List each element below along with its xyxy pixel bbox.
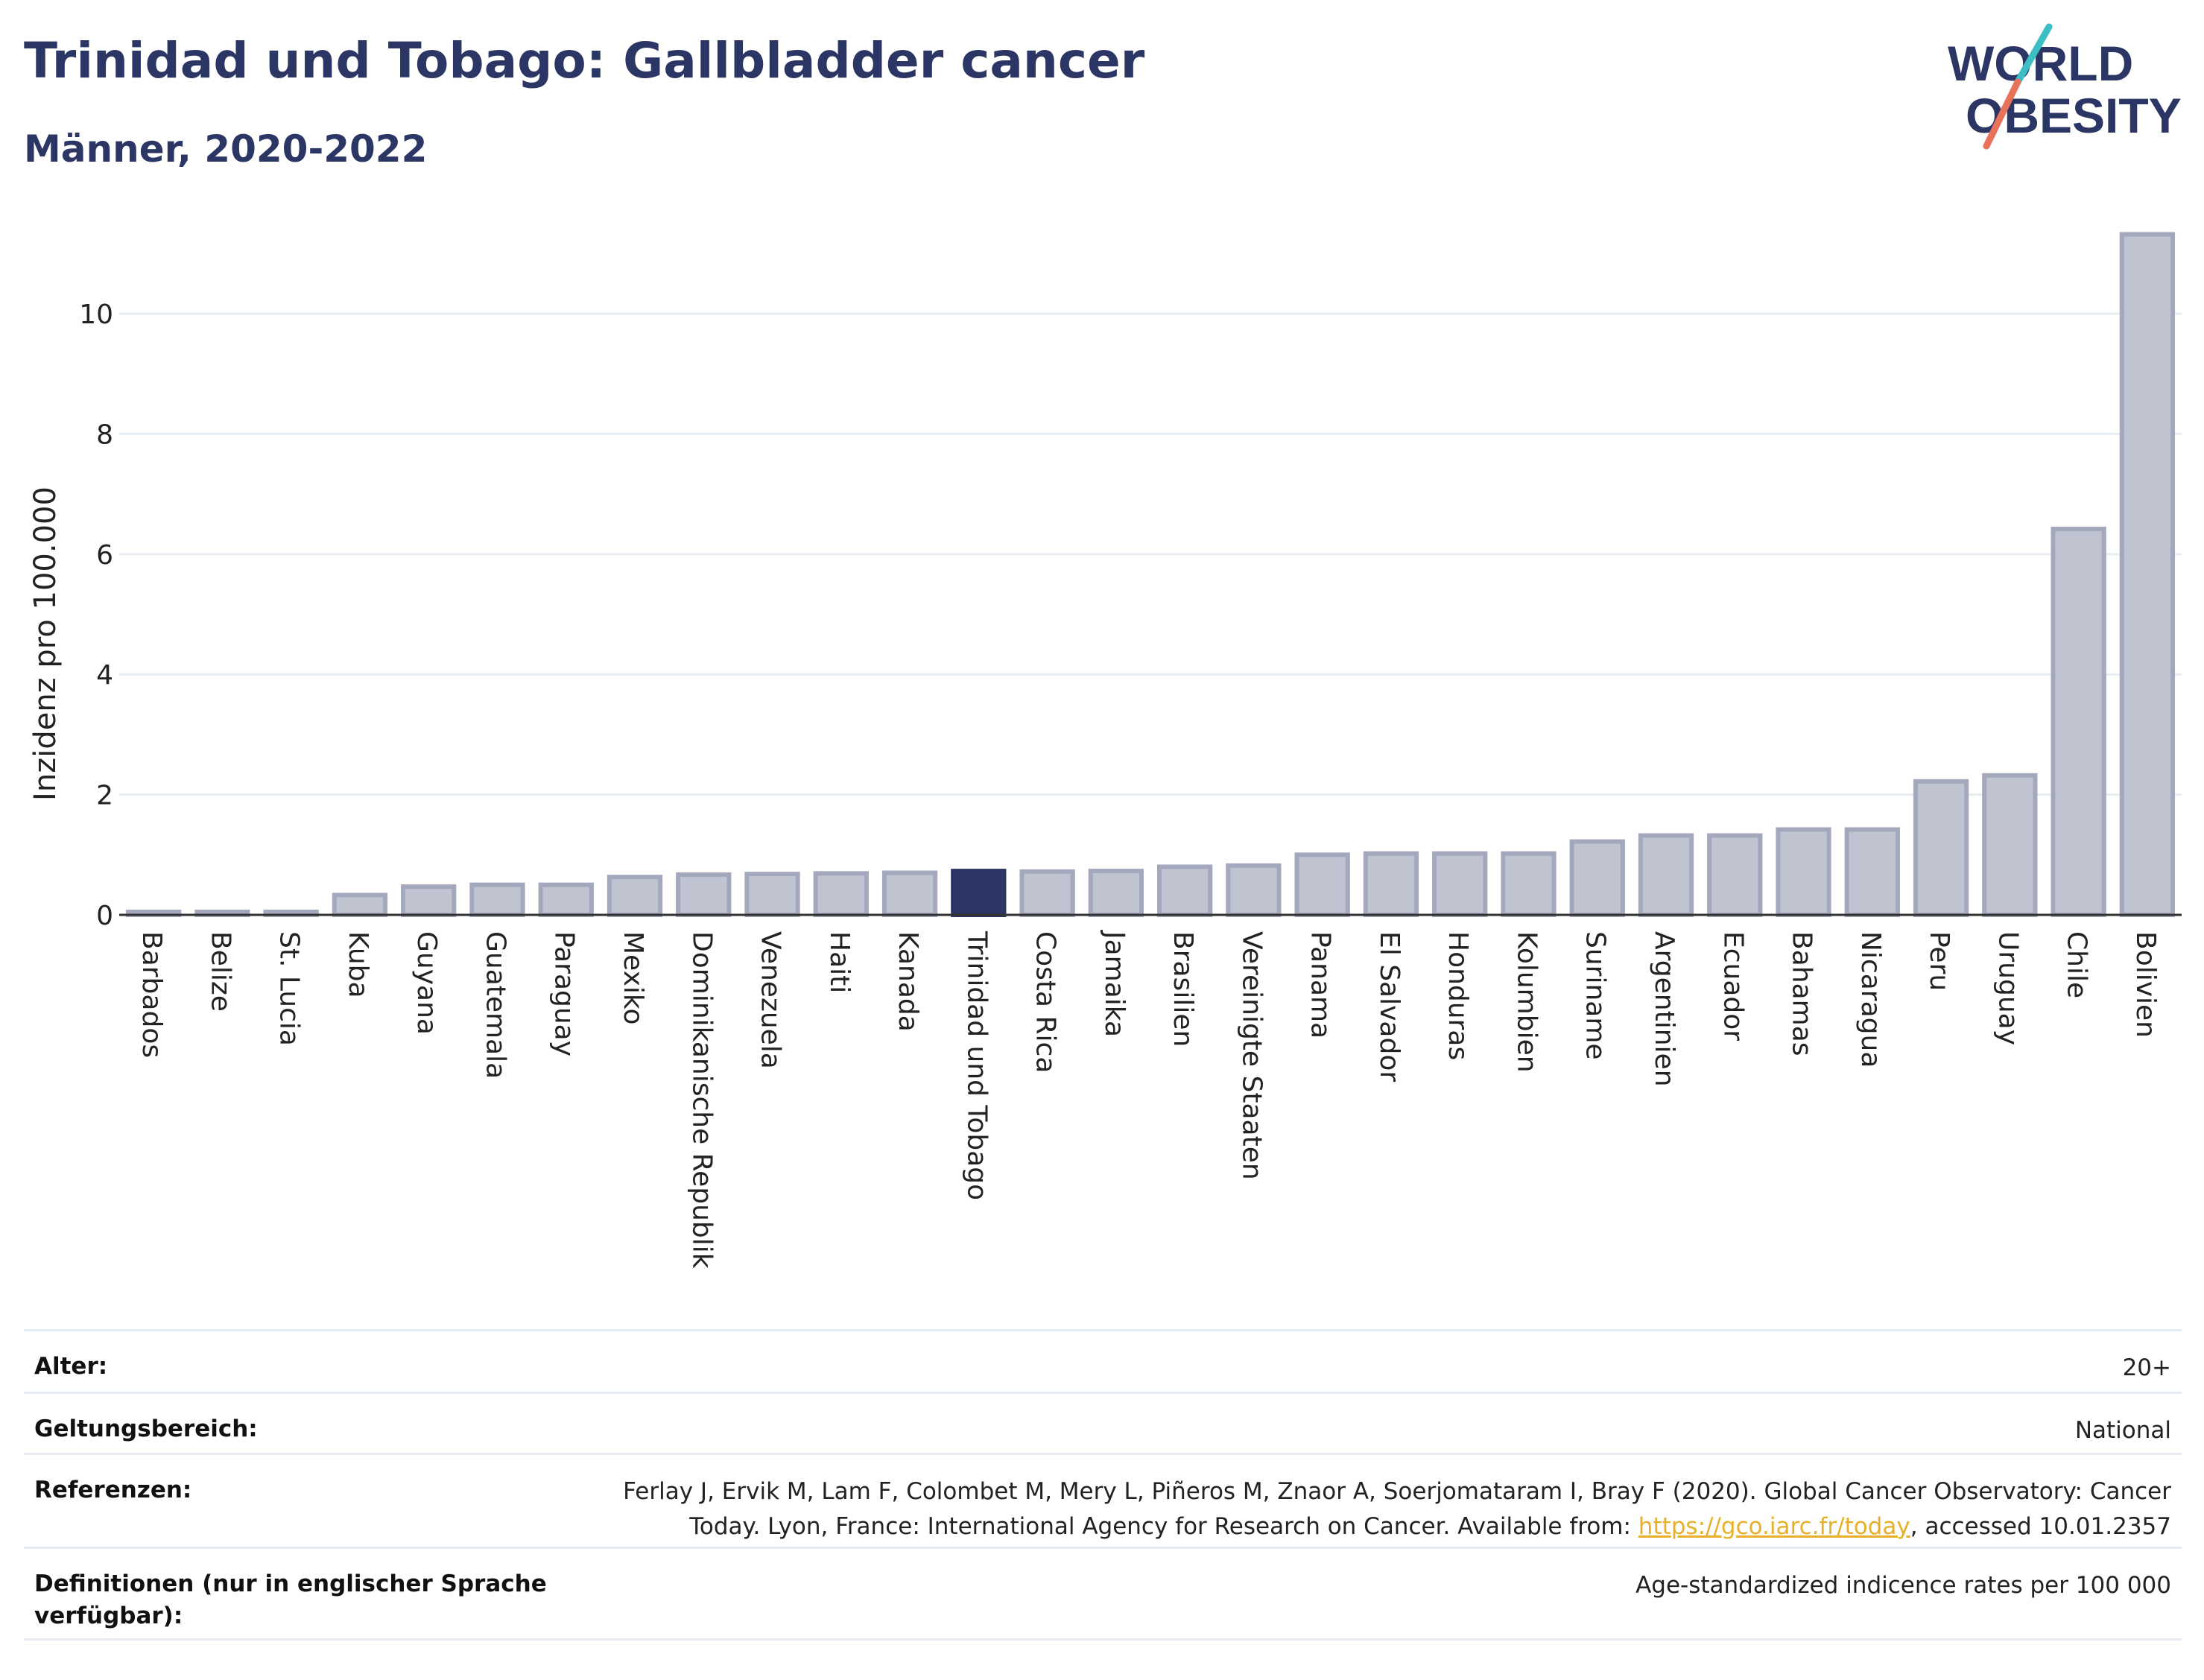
x-tick-label: Argentinien	[1649, 931, 1679, 1087]
x-tick-label: Paraguay	[549, 931, 580, 1056]
bar	[538, 882, 594, 918]
y-tick-label: 2	[96, 781, 113, 811]
x-tick-labels: Barbados Belize St. Lucia Kuba Guyana Guatema…	[136, 930, 2161, 1269]
meta-row-definitions: Definitionen (nur in englischer Sprache …	[24, 1547, 2182, 1641]
x-tick-label: Venezuela	[756, 931, 786, 1069]
reference-line-1: Ferlay J, Ervik M, Lam F, Colombet M, Me…	[623, 1478, 2171, 1505]
x-tick-label: Uruguay	[1992, 931, 2023, 1045]
bar	[881, 870, 938, 918]
bars	[125, 232, 2176, 918]
x-tick-label: El Salvador	[1374, 931, 1405, 1082]
x-tick-label: Mexiko	[618, 931, 648, 1024]
bar	[1294, 852, 1350, 917]
bar	[607, 875, 663, 918]
bar	[2051, 526, 2106, 917]
x-tick-label: Jamaika	[1099, 930, 1130, 1037]
meta-value-age: 20+	[2122, 1354, 2171, 1381]
x-tick-label: Belize	[205, 931, 235, 1012]
bar	[1156, 864, 1213, 917]
x-tick-label: Haiti	[824, 931, 855, 993]
meta-row-age: Alter: 20+	[24, 1329, 2182, 1392]
x-tick-label: Costa Rica	[1030, 931, 1061, 1073]
bar	[1913, 779, 1969, 918]
bar	[1363, 851, 1419, 917]
y-axis-title: Inzidenz pro 100.000	[28, 486, 63, 801]
y-tick-label: 4	[96, 660, 113, 691]
bar	[1088, 869, 1144, 917]
metadata-table: Alter: 20+ Geltungsbereich: National Ref…	[24, 1329, 2182, 1641]
meta-value-definitions: Age-standardized indicence rates per 100…	[1635, 1572, 2171, 1599]
meta-value-scope: National	[2074, 1417, 2171, 1444]
chart-subtitle: Männer, 2020-2022	[24, 127, 428, 171]
world-obesity-logo: WORLD OBESITY	[1948, 23, 2182, 150]
x-tick-label: Kanada	[893, 931, 923, 1032]
bar	[813, 871, 869, 917]
bar	[1844, 827, 1900, 918]
y-tick-label: 0	[96, 901, 113, 931]
x-tick-label: Barbados	[136, 931, 167, 1058]
bar	[401, 884, 457, 917]
definitions-label-line-2: verfügbar):	[34, 1603, 183, 1630]
bar	[1569, 839, 1625, 917]
bar	[744, 872, 800, 917]
meta-label-scope: Geltungsbereich:	[34, 1416, 258, 1442]
x-tick-label: Kolumbien	[1511, 931, 1542, 1073]
bar	[1019, 869, 1075, 918]
x-tick-label: Chile	[2062, 931, 2092, 998]
bar	[676, 872, 732, 918]
x-tick-label: Brasilien	[1168, 931, 1198, 1047]
bar	[332, 893, 388, 918]
x-tick-label: Peru	[1924, 931, 1954, 991]
x-tick-label: Guyana	[411, 931, 442, 1035]
bar	[1432, 851, 1488, 917]
y-tick-label: 6	[96, 540, 113, 571]
gridlines	[119, 312, 2182, 796]
bar	[1501, 851, 1557, 917]
chart-title: Trinidad und Tobago: Gallbladder cancer	[24, 32, 1145, 89]
reference-link[interactable]: https://gco.iarc.fr/today	[1638, 1512, 1910, 1540]
x-tick-label: Vereinigte Staaten	[1236, 931, 1267, 1180]
bar-chart: 0 2 4 6 8 10 Barbados Belize St. Lucia Kuba Guyan…	[28, 232, 2182, 1269]
bar	[1638, 833, 1694, 917]
bar-highlight	[951, 869, 1007, 917]
meta-value-references: Ferlay J, Ervik M, Lam F, Colombet M, Me…	[623, 1474, 2171, 1544]
x-tick-label: Panama	[1305, 931, 1336, 1039]
y-tick-label: 10	[79, 299, 113, 330]
x-tick-label: Kuba	[343, 931, 373, 998]
x-tick-label: Honduras	[1443, 931, 1473, 1060]
meta-label-age: Alter:	[34, 1353, 108, 1380]
logo-stroke-teal	[2014, 23, 2053, 86]
x-tick-label: Trinidad und Tobago	[961, 931, 992, 1200]
meta-label-references: Referenzen:	[34, 1477, 192, 1503]
x-tick-label: Bolivien	[2130, 931, 2161, 1038]
reference-line-2-suffix: , accessed 10.01.2357	[1910, 1512, 2171, 1540]
bar	[1226, 863, 1282, 918]
x-tick-label: Ecuador	[1717, 931, 1748, 1041]
bar	[1982, 773, 2038, 918]
x-tick-label: Suriname	[1580, 931, 1611, 1060]
meta-label-definitions: Definitionen (nur in englischer Sprache …	[34, 1568, 547, 1633]
y-tick-labels: 0 2 4 6 8 10	[79, 299, 113, 931]
x-tick-label: Nicaragua	[1855, 931, 1886, 1068]
x-tick-label: Bahamas	[1787, 931, 1817, 1056]
x-tick-label: Dominikanische Republik	[686, 931, 717, 1269]
x-tick-label: Guatemala	[480, 931, 510, 1079]
bar	[2119, 232, 2176, 917]
x-tick-label: St. Lucia	[274, 931, 305, 1046]
bar	[469, 882, 525, 918]
meta-row-references: Referenzen: Ferlay J, Ervik M, Lam F, Co…	[24, 1453, 2182, 1547]
bar	[1707, 833, 1763, 917]
meta-row-scope: Geltungsbereich: National	[24, 1392, 2182, 1453]
reference-line-2-prefix: Today. Lyon, France: International Agenc…	[689, 1512, 1638, 1540]
y-tick-label: 8	[96, 419, 113, 450]
bar	[1776, 827, 1831, 918]
definitions-label-line-1: Definitionen (nur in englischer Sprache	[34, 1570, 547, 1597]
logo-stroke-coral	[1983, 78, 2021, 150]
